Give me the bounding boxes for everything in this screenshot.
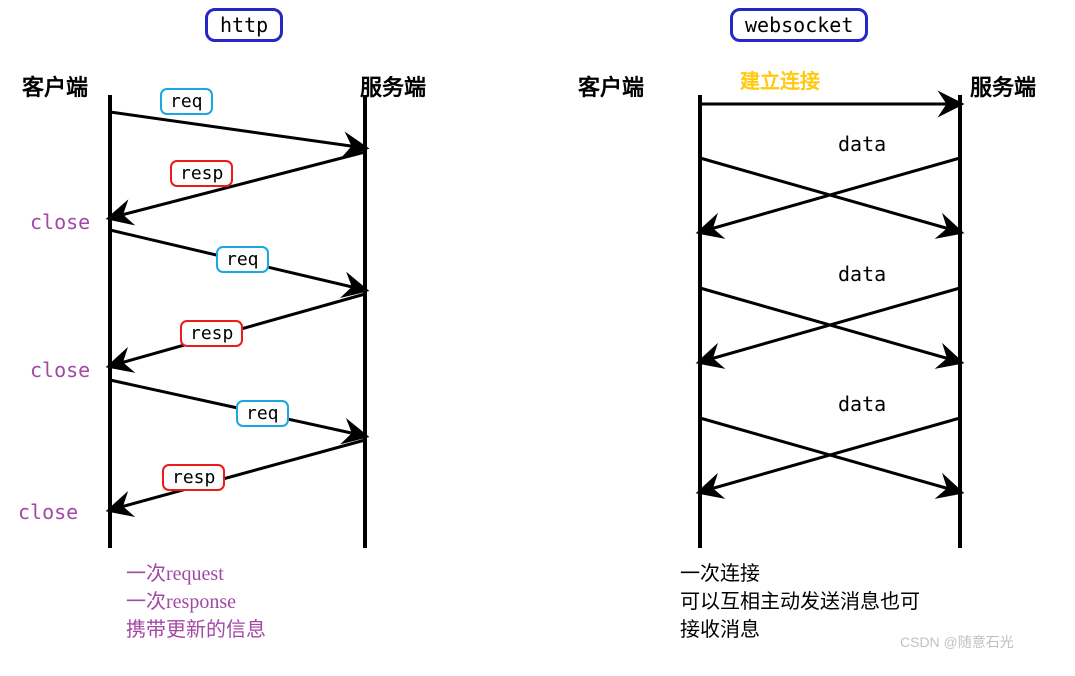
http-title-box: http <box>205 8 283 42</box>
data-label-0: data <box>838 132 886 156</box>
ws-caption: 一次连接可以互相主动发送消息也可接收消息 <box>680 560 920 644</box>
watermark: CSDN @随意石光 <box>900 632 1014 652</box>
close-label-2: close <box>18 500 78 524</box>
ws-title: websocket <box>745 13 853 37</box>
close-label-1: close <box>30 358 90 382</box>
req-tag-2: req <box>236 400 289 427</box>
ws-server-label: 服务端 <box>970 70 1036 102</box>
http-client-label: 客户端 <box>22 70 88 102</box>
data-label-1: data <box>838 262 886 286</box>
data-label-2: data <box>838 392 886 416</box>
ws-establish-label: 建立连接 <box>740 65 820 94</box>
http-server-label: 服务端 <box>360 70 426 102</box>
resp-tag-0: resp <box>170 160 233 187</box>
ws-title-box: websocket <box>730 8 868 42</box>
req-tag-1: req <box>216 246 269 273</box>
http-title: http <box>220 13 268 37</box>
close-label-0: close <box>30 210 90 234</box>
http-caption: 一次request一次response携带更新的信息 <box>126 560 266 644</box>
resp-tag-2: resp <box>162 464 225 491</box>
resp-tag-1: resp <box>180 320 243 347</box>
req-tag-0: req <box>160 88 213 115</box>
ws-client-label: 客户端 <box>578 70 644 102</box>
